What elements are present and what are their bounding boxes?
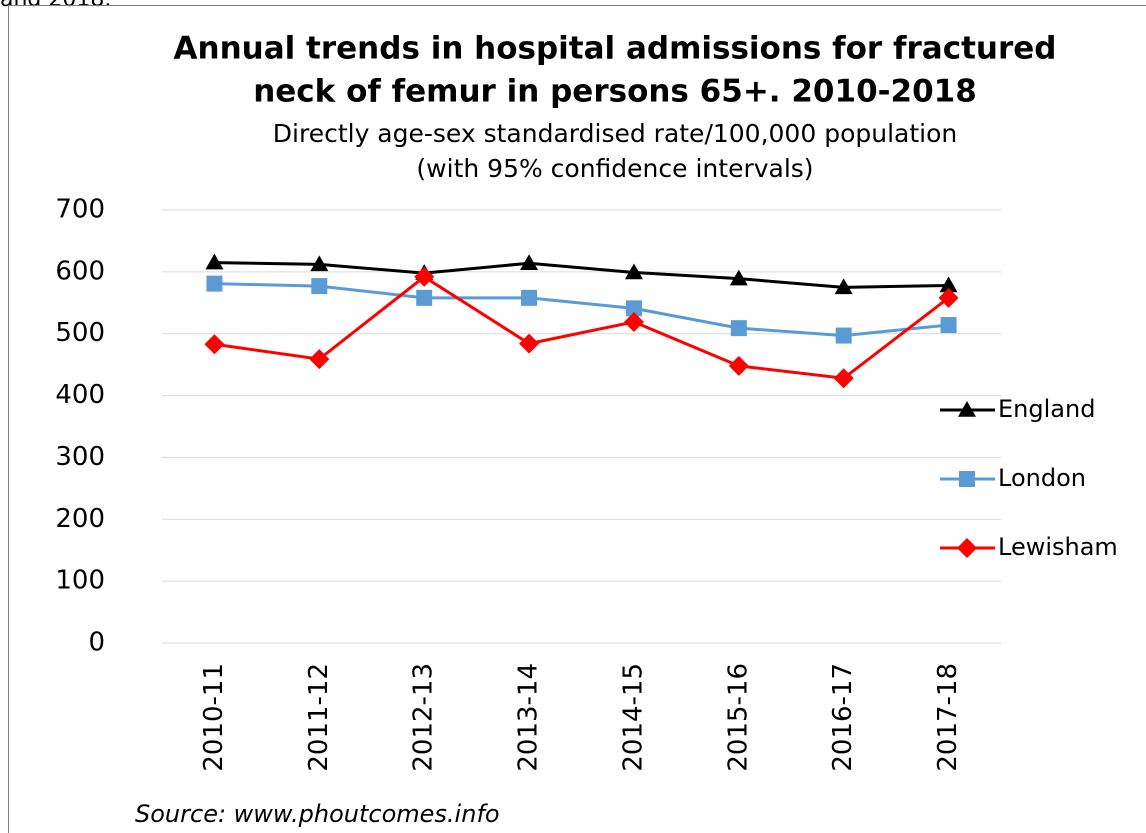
chart-border (8, 5, 1146, 833)
data-point (728, 355, 749, 376)
series-line (214, 274, 950, 380)
x-tick-label: 2013-14 (514, 663, 544, 772)
y-tick-label: 300 (55, 442, 105, 472)
data-point (940, 317, 957, 334)
chart-subtitle: (with 95% confidence intervals) (416, 154, 813, 183)
source-note: Source: www.phoutcomes.info (135, 800, 500, 828)
data-point (521, 289, 538, 306)
x-tick-label: 2016-17 (828, 663, 858, 772)
data-point (625, 300, 642, 317)
legend-marker (957, 538, 977, 558)
data-point (519, 333, 540, 354)
legend-label: London (998, 464, 1086, 492)
legend-marker (958, 401, 976, 417)
chart-subtitle: Directly age-sex standardised rate/100,0… (273, 119, 957, 148)
x-tick-label: 2011-12 (304, 663, 334, 772)
y-tick-label: 600 (55, 256, 105, 286)
data-point (834, 278, 853, 295)
data-point (833, 368, 854, 389)
data-point (623, 311, 644, 332)
y-tick-label: 200 (55, 504, 105, 534)
chart-title: Annual trends in hospital admissions for… (174, 31, 1057, 67)
y-tick-label: 0 (88, 628, 105, 658)
series-line (214, 282, 949, 338)
x-tick-label: 2012-13 (409, 663, 439, 772)
series-line (214, 261, 949, 289)
legend-label: Lewisham (998, 533, 1118, 561)
y-tick-label: 500 (55, 318, 105, 348)
data-point (729, 269, 748, 286)
x-tick-label: 2014-15 (618, 663, 648, 772)
x-tick-label: 2017-18 (933, 663, 963, 772)
y-tick-label: 700 (55, 195, 105, 225)
data-point (730, 320, 747, 337)
data-point (206, 275, 223, 292)
data-point (939, 276, 958, 293)
legend-marker (959, 471, 975, 487)
data-point (416, 289, 433, 306)
x-tick-label: 2010-11 (199, 663, 229, 772)
data-point (309, 349, 330, 370)
x-tick-label: 2015-16 (723, 663, 753, 772)
data-point (205, 253, 224, 270)
data-point (311, 278, 328, 295)
data-point (835, 327, 852, 344)
data-point (520, 254, 539, 270)
y-tick-label: 400 (55, 380, 105, 410)
y-tick-label: 100 (55, 566, 105, 596)
chart-title: neck of femur in persons 65+. 2010-2018 (253, 74, 977, 110)
data-point (204, 334, 225, 355)
data-point (624, 263, 643, 280)
data-point (414, 266, 435, 287)
data-point (938, 287, 959, 308)
data-point (310, 255, 329, 272)
legend-label: England (998, 395, 1095, 423)
